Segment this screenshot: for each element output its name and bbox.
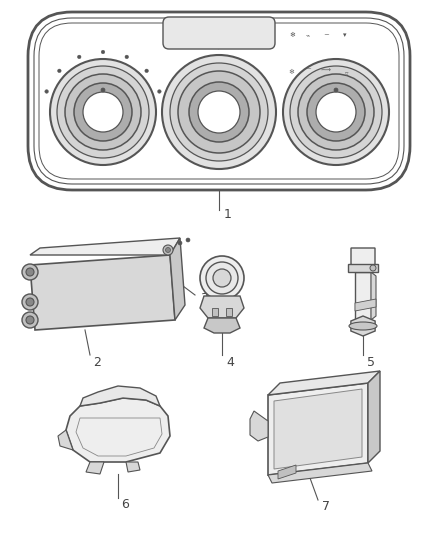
Polygon shape: [355, 299, 376, 311]
Circle shape: [162, 55, 276, 169]
Circle shape: [283, 59, 389, 165]
Circle shape: [290, 66, 382, 158]
Circle shape: [178, 71, 260, 153]
Circle shape: [178, 241, 182, 245]
Circle shape: [145, 69, 148, 72]
Circle shape: [26, 316, 34, 324]
Polygon shape: [268, 371, 380, 395]
Circle shape: [78, 55, 81, 59]
Polygon shape: [66, 398, 170, 462]
Polygon shape: [80, 386, 160, 406]
Polygon shape: [30, 238, 180, 255]
Polygon shape: [86, 462, 104, 474]
Text: 2: 2: [93, 356, 101, 368]
Circle shape: [213, 269, 231, 287]
Text: ▲: ▲: [240, 28, 248, 38]
Text: ✿: ✿: [186, 28, 194, 38]
Circle shape: [57, 66, 149, 158]
Circle shape: [186, 238, 190, 242]
Polygon shape: [268, 463, 372, 483]
Polygon shape: [368, 371, 380, 463]
Circle shape: [65, 74, 141, 150]
Circle shape: [22, 312, 38, 328]
Circle shape: [200, 256, 244, 300]
Polygon shape: [250, 411, 268, 441]
Circle shape: [74, 83, 132, 141]
Circle shape: [370, 265, 376, 271]
Circle shape: [163, 245, 173, 255]
Circle shape: [22, 264, 38, 280]
Polygon shape: [58, 430, 73, 450]
Circle shape: [50, 59, 156, 165]
Text: 🚗: 🚗: [100, 107, 106, 117]
FancyBboxPatch shape: [39, 23, 399, 179]
Polygon shape: [351, 248, 375, 270]
Circle shape: [125, 55, 129, 59]
Text: ~: ~: [305, 66, 311, 72]
Circle shape: [22, 294, 38, 310]
Text: ▾: ▾: [343, 32, 347, 38]
Polygon shape: [200, 296, 244, 318]
Text: ~: ~: [323, 32, 329, 38]
Text: A/C: A/C: [211, 107, 227, 117]
Text: 7: 7: [322, 500, 330, 513]
Text: ❄: ❄: [288, 69, 294, 75]
Text: 4: 4: [226, 356, 234, 368]
Circle shape: [26, 298, 34, 306]
Circle shape: [101, 88, 105, 92]
Circle shape: [307, 83, 365, 141]
FancyBboxPatch shape: [28, 12, 410, 190]
Circle shape: [83, 92, 123, 132]
Circle shape: [189, 82, 249, 142]
Polygon shape: [212, 308, 218, 316]
Circle shape: [57, 69, 61, 72]
Circle shape: [101, 50, 105, 54]
Circle shape: [334, 88, 338, 92]
Text: 3: 3: [200, 293, 208, 305]
Text: ⌁: ⌁: [306, 32, 310, 38]
Text: 5: 5: [367, 356, 375, 368]
Circle shape: [166, 247, 170, 253]
Text: ⟿: ⟿: [321, 68, 331, 74]
Circle shape: [26, 268, 34, 276]
Text: 1: 1: [224, 208, 232, 222]
Circle shape: [170, 63, 268, 161]
Polygon shape: [170, 238, 185, 320]
Polygon shape: [268, 383, 368, 475]
Text: ❄: ❄: [289, 32, 295, 38]
FancyBboxPatch shape: [163, 17, 275, 49]
Polygon shape: [204, 318, 240, 333]
Polygon shape: [348, 264, 378, 272]
Polygon shape: [371, 272, 376, 320]
Circle shape: [206, 262, 238, 294]
Circle shape: [316, 92, 356, 132]
Circle shape: [158, 90, 161, 93]
FancyBboxPatch shape: [34, 18, 404, 184]
Polygon shape: [351, 316, 375, 336]
Polygon shape: [226, 308, 232, 316]
Text: ⬛: ⬛: [333, 108, 339, 117]
Circle shape: [298, 74, 374, 150]
Circle shape: [45, 90, 49, 93]
Polygon shape: [30, 255, 175, 330]
Polygon shape: [278, 465, 296, 479]
Polygon shape: [126, 462, 140, 472]
Text: ▿: ▿: [345, 71, 349, 77]
Ellipse shape: [349, 322, 377, 330]
Text: 6: 6: [121, 498, 129, 512]
Polygon shape: [274, 389, 362, 469]
Circle shape: [198, 91, 240, 133]
Polygon shape: [355, 272, 371, 320]
